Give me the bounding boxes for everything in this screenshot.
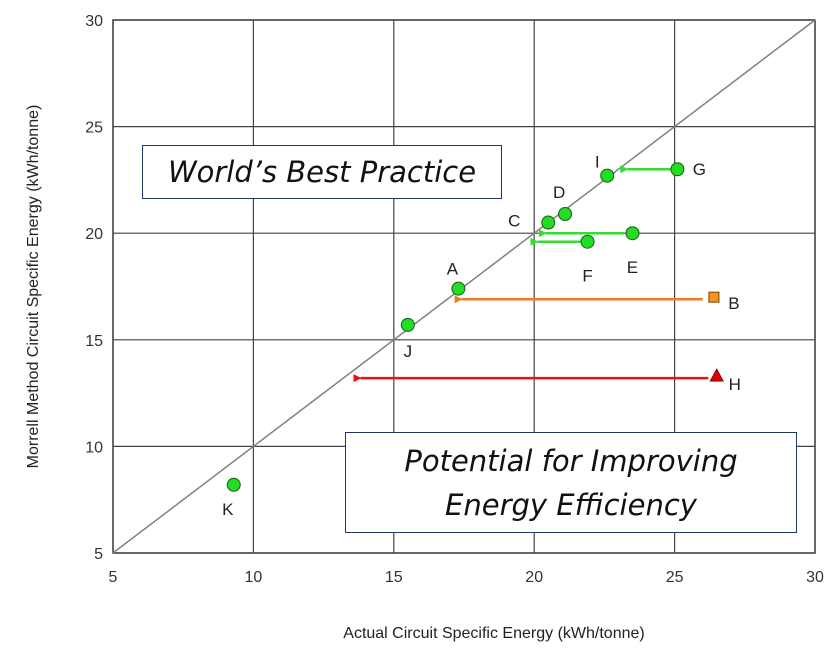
point-label: B <box>728 294 739 313</box>
y-tick-label: 30 <box>85 13 103 30</box>
y-tick-label: 10 <box>85 439 103 456</box>
x-tick-label: 15 <box>385 569 403 586</box>
x-axis-label: Actual Circuit Specific Energy (kWh/tonn… <box>343 625 644 642</box>
data-point-J <box>400 317 415 332</box>
data-point-E <box>625 226 640 241</box>
x-tick-label: 20 <box>525 569 543 586</box>
y-tick-label: 5 <box>94 546 103 563</box>
data-point-D <box>558 207 573 222</box>
point-label: I <box>595 153 600 172</box>
point-label: K <box>222 500 234 519</box>
data-point-H <box>709 368 724 382</box>
point-label: D <box>553 183 565 202</box>
annotation-best-practice: World’s Best Practice <box>142 145 502 199</box>
point-label: H <box>729 375 741 394</box>
point-label: E <box>627 258 638 277</box>
x-tick-label: 5 <box>109 569 118 586</box>
x-tick-label: 10 <box>245 569 263 586</box>
point-label: F <box>582 267 592 286</box>
point-label: C <box>508 212 520 231</box>
y-axis-label: Morrell Method Circuit Specific Energy (… <box>25 105 42 469</box>
x-tick-label: 25 <box>666 569 684 586</box>
data-point-A <box>451 281 466 296</box>
y-tick-label: 25 <box>85 120 103 137</box>
y-tick-label: 20 <box>85 226 103 243</box>
data-point-F <box>580 234 595 249</box>
point-label: J <box>404 342 413 361</box>
data-point-B <box>708 291 720 303</box>
data-point-K <box>226 477 241 492</box>
annotation-text: Potential for Improving <box>404 444 738 478</box>
annotation-text: World’s Best Practice <box>167 155 477 189</box>
point-label: A <box>447 260 459 279</box>
annotation-potential: Potential for Improving Energy Efficienc… <box>345 432 797 533</box>
y-tick-label: 15 <box>85 333 103 350</box>
data-point-I <box>600 168 615 183</box>
x-tick-label: 30 <box>806 569 824 586</box>
annotation-text: Energy Efficiency <box>445 488 697 522</box>
data-point-G <box>670 162 685 177</box>
point-label: G <box>693 160 706 179</box>
data-point-C <box>541 215 556 230</box>
